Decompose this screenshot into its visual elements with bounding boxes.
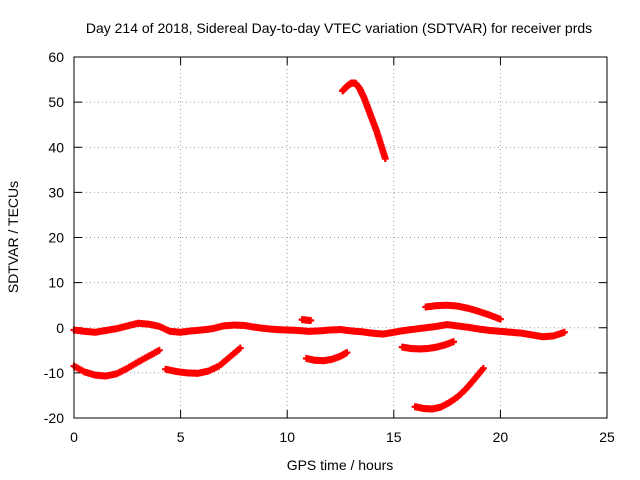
series-arc-6 — [339, 79, 389, 163]
chart-title: Day 214 of 2018, Sidereal Day-to-day VTE… — [86, 20, 592, 36]
data-point — [479, 364, 487, 372]
series-arc-7 — [398, 338, 457, 353]
y-axis-ticks: -20 -10 0 10 20 30 40 50 60 — [44, 49, 607, 426]
data-points — [70, 79, 568, 413]
x-axis-label: GPS time / hours — [287, 457, 394, 473]
y-tick-label: -10 — [44, 365, 64, 381]
y-tick-label: 0 — [56, 320, 64, 336]
data-point — [381, 155, 389, 163]
y-tick-label: 50 — [48, 94, 64, 110]
y-tick-label: -20 — [44, 410, 64, 426]
data-point — [496, 315, 504, 323]
series-arc-2 — [70, 346, 163, 380]
grid-lines — [74, 57, 607, 418]
x-tick-label: 5 — [177, 429, 185, 445]
y-tick-label: 60 — [48, 49, 64, 65]
x-tick-label: 10 — [279, 429, 295, 445]
x-tick-label: 15 — [386, 429, 402, 445]
y-tick-label: 30 — [48, 184, 64, 200]
data-point — [449, 338, 457, 346]
x-tick-label: 0 — [70, 429, 78, 445]
series-arc-8 — [422, 301, 504, 323]
data-point — [560, 328, 568, 336]
y-axis-label: SDTVAR / TECUs — [5, 181, 21, 293]
data-point — [155, 346, 163, 354]
series-arc-9 — [411, 364, 487, 413]
x-axis-ticks: 0 5 10 15 20 25 — [70, 57, 615, 445]
plot-frame — [73, 56, 608, 419]
y-tick-label: 40 — [48, 139, 64, 155]
x-tick-label: 25 — [599, 429, 615, 445]
y-tick-label: 10 — [48, 275, 64, 291]
series-arc-5 — [302, 349, 351, 365]
data-point — [236, 344, 244, 352]
x-tick-label: 20 — [493, 429, 509, 445]
data-point — [307, 317, 315, 325]
series-arc-1 — [70, 319, 568, 341]
data-point — [343, 349, 351, 357]
series-arc-3 — [162, 344, 244, 377]
y-tick-label: 20 — [48, 230, 64, 246]
series-arc-4 — [298, 316, 315, 325]
